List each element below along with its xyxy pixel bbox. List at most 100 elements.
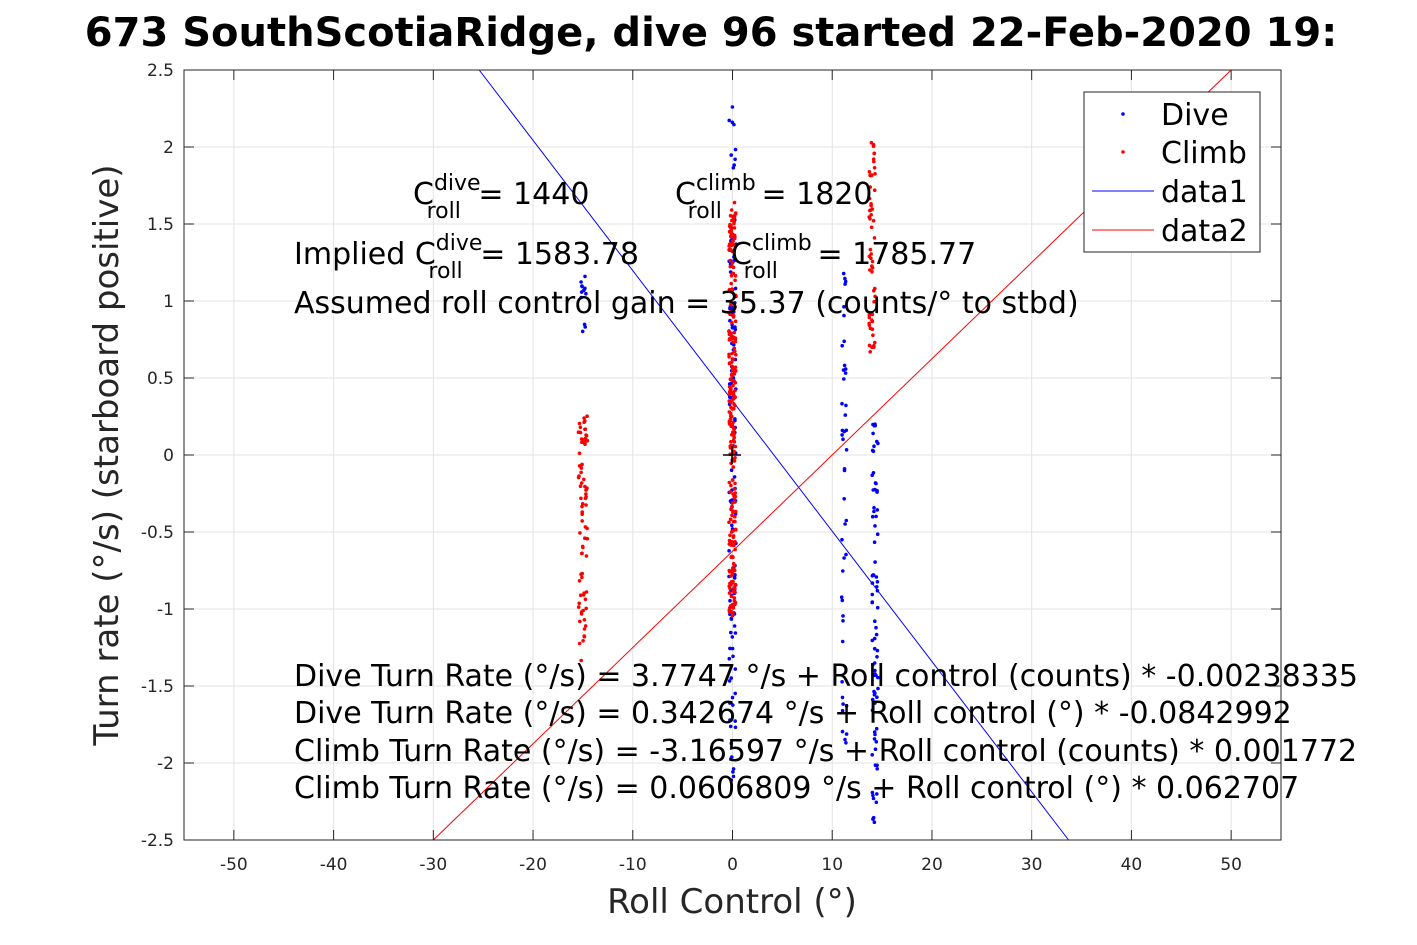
point-climb bbox=[870, 345, 874, 350]
point-climb bbox=[580, 571, 584, 576]
point-climb bbox=[732, 372, 737, 376]
point-dive bbox=[842, 304, 846, 309]
point-climb bbox=[583, 442, 587, 447]
point-dive bbox=[874, 726, 879, 731]
point-climb bbox=[733, 494, 738, 499]
point-climb bbox=[732, 596, 737, 600]
point-climb bbox=[729, 234, 733, 238]
chart-title: 673 SouthScotiaRidge, dive 96 started 22… bbox=[85, 10, 1337, 56]
point-dive bbox=[870, 600, 874, 605]
point-dive bbox=[873, 560, 877, 564]
series-line-data1 bbox=[478, 69, 1069, 841]
point-dive bbox=[843, 413, 848, 417]
point-dive bbox=[875, 508, 880, 512]
point-climb bbox=[730, 500, 735, 505]
point-climb bbox=[729, 208, 734, 212]
ticks bbox=[184, 69, 1281, 841]
point-dive bbox=[876, 686, 880, 691]
point-dive bbox=[579, 280, 583, 284]
point-climb bbox=[727, 352, 731, 357]
point-climb bbox=[581, 608, 585, 613]
point-climb bbox=[732, 221, 736, 226]
point-dive bbox=[733, 286, 738, 291]
point-dive bbox=[842, 556, 846, 560]
point-climb bbox=[731, 420, 735, 425]
point-climb bbox=[730, 239, 735, 243]
point-climb bbox=[872, 188, 877, 192]
point-climb bbox=[584, 492, 588, 496]
point-dive bbox=[875, 767, 879, 771]
point-climb bbox=[733, 444, 738, 449]
point-dive bbox=[875, 488, 879, 493]
point-dive bbox=[728, 395, 732, 399]
point-climb bbox=[733, 527, 738, 532]
data-points bbox=[576, 105, 880, 824]
point-dive bbox=[871, 471, 876, 475]
point-climb bbox=[583, 419, 587, 423]
point-dive bbox=[870, 697, 875, 702]
point-dive bbox=[872, 506, 876, 510]
point-climb bbox=[728, 258, 733, 263]
point-dive bbox=[733, 719, 737, 723]
point-dive bbox=[871, 449, 876, 454]
point-dive bbox=[844, 741, 848, 745]
point-climb bbox=[577, 451, 582, 456]
point-climb bbox=[870, 259, 875, 264]
point-climb bbox=[733, 349, 737, 354]
point-climb bbox=[727, 384, 732, 389]
c-roll-climb: Cclimb roll = 1820 bbox=[675, 171, 872, 224]
legend: Dive Climb data1 data2 bbox=[1083, 91, 1261, 253]
point-climb bbox=[732, 487, 737, 491]
point-climb bbox=[732, 402, 736, 406]
point-dive bbox=[872, 737, 877, 741]
point-dive bbox=[840, 598, 845, 603]
point-dive bbox=[875, 792, 879, 796]
point-dive bbox=[733, 147, 738, 152]
point-climb bbox=[733, 381, 738, 385]
point-dive bbox=[732, 574, 737, 579]
point-dive bbox=[729, 676, 733, 680]
point-dive bbox=[842, 313, 846, 318]
point-dive bbox=[875, 695, 879, 699]
point-climb bbox=[727, 608, 732, 613]
point-dive bbox=[875, 585, 879, 589]
point-climb bbox=[730, 580, 735, 585]
point-dive bbox=[727, 656, 732, 661]
x-tick-label: 40 bbox=[1121, 855, 1143, 875]
point-dive bbox=[583, 286, 587, 291]
point-climb bbox=[731, 465, 736, 469]
point-climb bbox=[580, 504, 584, 509]
y-tick-label: -0.5 bbox=[141, 523, 174, 543]
point-dive bbox=[583, 274, 587, 279]
point-climb bbox=[730, 540, 734, 544]
point-dive bbox=[841, 614, 845, 618]
point-dive bbox=[841, 437, 845, 442]
point-climb bbox=[730, 414, 734, 419]
point-climb bbox=[729, 281, 733, 286]
point-dive bbox=[873, 619, 877, 623]
point-dive bbox=[872, 646, 877, 651]
point-dive bbox=[732, 163, 736, 167]
point-dive bbox=[844, 552, 848, 557]
point-climb bbox=[580, 440, 584, 445]
point-climb bbox=[873, 340, 877, 345]
point-climb bbox=[733, 582, 738, 587]
point-dive bbox=[872, 444, 876, 449]
point-dive bbox=[727, 549, 731, 553]
point-climb bbox=[870, 327, 875, 332]
point-climb bbox=[577, 641, 582, 646]
point-climb bbox=[730, 478, 735, 482]
point-climb bbox=[579, 481, 584, 485]
point-climb bbox=[731, 567, 735, 571]
point-climb bbox=[731, 383, 735, 388]
point-climb bbox=[583, 597, 588, 602]
point-climb bbox=[732, 236, 737, 241]
x-tick-label: -30 bbox=[419, 855, 447, 875]
point-dive bbox=[871, 793, 875, 798]
point-dive bbox=[870, 592, 875, 597]
point-dive bbox=[844, 732, 849, 736]
point-dive bbox=[731, 770, 735, 774]
point-climb bbox=[733, 519, 737, 524]
x-tick-label: -50 bbox=[220, 855, 248, 875]
